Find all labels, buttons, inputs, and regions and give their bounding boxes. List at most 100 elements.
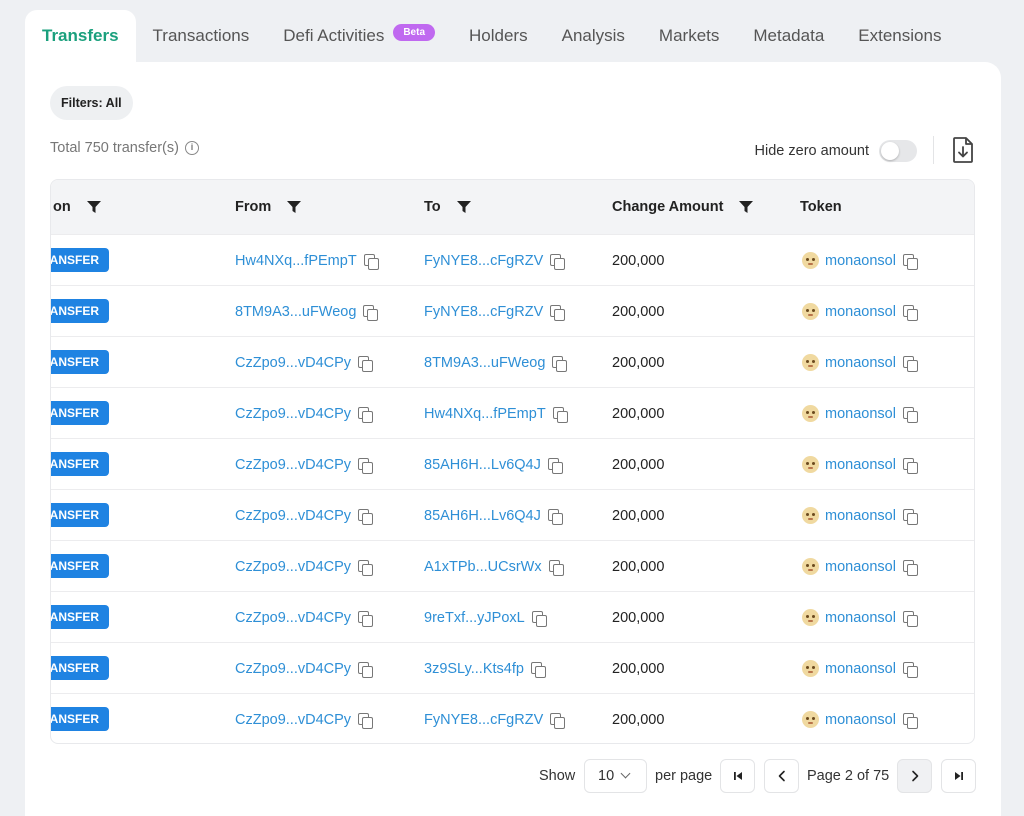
copy-icon[interactable] [552, 355, 568, 372]
copy-icon[interactable] [550, 304, 566, 321]
to-address-link[interactable]: Hw4NXq...fPEmpT [424, 405, 546, 422]
filter-icon[interactable] [86, 201, 101, 213]
token-link[interactable]: monaonsol [825, 507, 896, 524]
to-address-link[interactable]: 85AH6H...Lv6Q4J [424, 507, 541, 524]
copy-icon[interactable] [902, 508, 918, 525]
token-cell: monaonsol [802, 439, 918, 490]
token-link[interactable]: monaonsol [825, 711, 896, 728]
token-cell: monaonsol [802, 592, 918, 643]
header-label: Token [800, 199, 842, 215]
token-cell: monaonsol [802, 235, 918, 286]
table-row: ANSFER Hw4NXq...fPEmpT FyNYE8...cFgRZV 200,… [51, 234, 974, 285]
copy-icon[interactable] [358, 559, 374, 576]
to-address-link[interactable]: 9reTxf...yJPoxL [424, 609, 525, 626]
copy-icon[interactable] [548, 559, 564, 576]
table-row: ANSFER CzZpo9...vD4CPy A1xTPb...UCsrWx 200,… [51, 540, 974, 591]
copy-icon[interactable] [358, 610, 374, 627]
from-address-link[interactable]: CzZpo9...vD4CPy [235, 405, 352, 422]
copy-icon[interactable] [358, 508, 374, 525]
copy-icon[interactable] [530, 661, 546, 678]
copy-icon[interactable] [358, 355, 374, 372]
from-address-link[interactable]: CzZpo9...vD4CPy [235, 711, 352, 728]
header-from: From [235, 180, 302, 234]
copy-icon[interactable] [550, 712, 566, 729]
next-page-button[interactable] [897, 759, 932, 793]
download-icon[interactable] [951, 136, 975, 164]
copy-icon[interactable] [902, 457, 918, 474]
copy-icon[interactable] [902, 559, 918, 576]
token-link[interactable]: monaonsol [825, 405, 896, 422]
token-cell: monaonsol [802, 286, 918, 337]
copy-icon[interactable] [547, 508, 563, 525]
copy-icon[interactable] [363, 304, 379, 321]
tab-defi-activities[interactable]: Defi Activities Beta [266, 10, 452, 62]
to-cell: 3z9SLy...Kts4fp [424, 643, 546, 694]
filter-icon[interactable] [287, 201, 302, 213]
filter-icon[interactable] [739, 201, 754, 213]
to-address-link[interactable]: 8TM9A3...uFWeog [424, 354, 546, 371]
from-address-link[interactable]: CzZpo9...vD4CPy [235, 354, 352, 371]
tab-transactions[interactable]: Transactions [136, 10, 267, 62]
token-link[interactable]: monaonsol [825, 354, 896, 371]
copy-icon[interactable] [358, 457, 374, 474]
from-address-link[interactable]: CzZpo9...vD4CPy [235, 507, 352, 524]
tab-holders[interactable]: Holders [452, 10, 545, 62]
toggle-knob [881, 142, 899, 160]
filters-button[interactable]: Filters: All [50, 86, 133, 120]
tab-analysis[interactable]: Analysis [545, 10, 642, 62]
from-address-link[interactable]: Hw4NXq...fPEmpT [235, 252, 357, 269]
first-page-button[interactable] [720, 759, 755, 793]
copy-icon[interactable] [531, 610, 547, 627]
token-logo-icon [802, 405, 819, 422]
copy-icon[interactable] [902, 304, 918, 321]
copy-icon[interactable] [358, 406, 374, 423]
tab-label: Transactions [152, 26, 250, 45]
token-link[interactable]: monaonsol [825, 252, 896, 269]
filter-icon[interactable] [456, 201, 471, 213]
copy-icon[interactable] [552, 406, 568, 423]
copy-icon[interactable] [902, 661, 918, 678]
hide-zero-control: Hide zero amount [755, 140, 917, 162]
from-address-link[interactable]: CzZpo9...vD4CPy [235, 609, 352, 626]
page-indicator: Page 2 of 75 [807, 768, 890, 784]
copy-icon[interactable] [902, 406, 918, 423]
from-address-link[interactable]: CzZpo9...vD4CPy [235, 456, 352, 473]
to-address-link[interactable]: FyNYE8...cFgRZV [424, 711, 544, 728]
token-cell: monaonsol [802, 694, 918, 743]
token-link[interactable]: monaonsol [825, 660, 896, 677]
to-address-link[interactable]: FyNYE8...cFgRZV [424, 252, 544, 269]
token-link[interactable]: monaonsol [825, 456, 896, 473]
from-address-link[interactable]: CzZpo9...vD4CPy [235, 558, 352, 575]
info-icon[interactable]: i [184, 141, 199, 155]
tab-extensions[interactable]: Extensions [841, 10, 958, 62]
copy-icon[interactable] [902, 712, 918, 729]
to-cell: A1xTPb...UCsrWx [424, 541, 564, 592]
tab-markets[interactable]: Markets [642, 10, 736, 62]
copy-icon[interactable] [902, 355, 918, 372]
from-cell: CzZpo9...vD4CPy [235, 541, 374, 592]
to-address-link[interactable]: 85AH6H...Lv6Q4J [424, 456, 541, 473]
hide-zero-toggle[interactable] [879, 140, 917, 162]
per-page-select[interactable]: 10 [584, 759, 647, 793]
copy-icon[interactable] [358, 661, 374, 678]
to-address-link[interactable]: 3z9SLy...Kts4fp [424, 660, 524, 677]
copy-icon[interactable] [547, 457, 563, 474]
from-address-link[interactable]: 8TM9A3...uFWeog [235, 303, 357, 320]
tab-metadata[interactable]: Metadata [736, 10, 841, 62]
token-link[interactable]: monaonsol [825, 609, 896, 626]
copy-icon[interactable] [902, 610, 918, 627]
copy-icon[interactable] [902, 253, 918, 270]
last-page-button[interactable] [941, 759, 976, 793]
token-logo-icon [802, 711, 819, 728]
copy-icon[interactable] [363, 253, 379, 270]
copy-icon[interactable] [550, 253, 566, 270]
tab-transfers[interactable]: Transfers [25, 10, 136, 62]
from-address-link[interactable]: CzZpo9...vD4CPy [235, 660, 352, 677]
token-link[interactable]: monaonsol [825, 303, 896, 320]
copy-icon[interactable] [358, 712, 374, 729]
to-cell: 85AH6H...Lv6Q4J [424, 439, 563, 490]
to-address-link[interactable]: FyNYE8...cFgRZV [424, 303, 544, 320]
to-address-link[interactable]: A1xTPb...UCsrWx [424, 558, 542, 575]
prev-page-button[interactable] [764, 759, 799, 793]
token-link[interactable]: monaonsol [825, 558, 896, 575]
